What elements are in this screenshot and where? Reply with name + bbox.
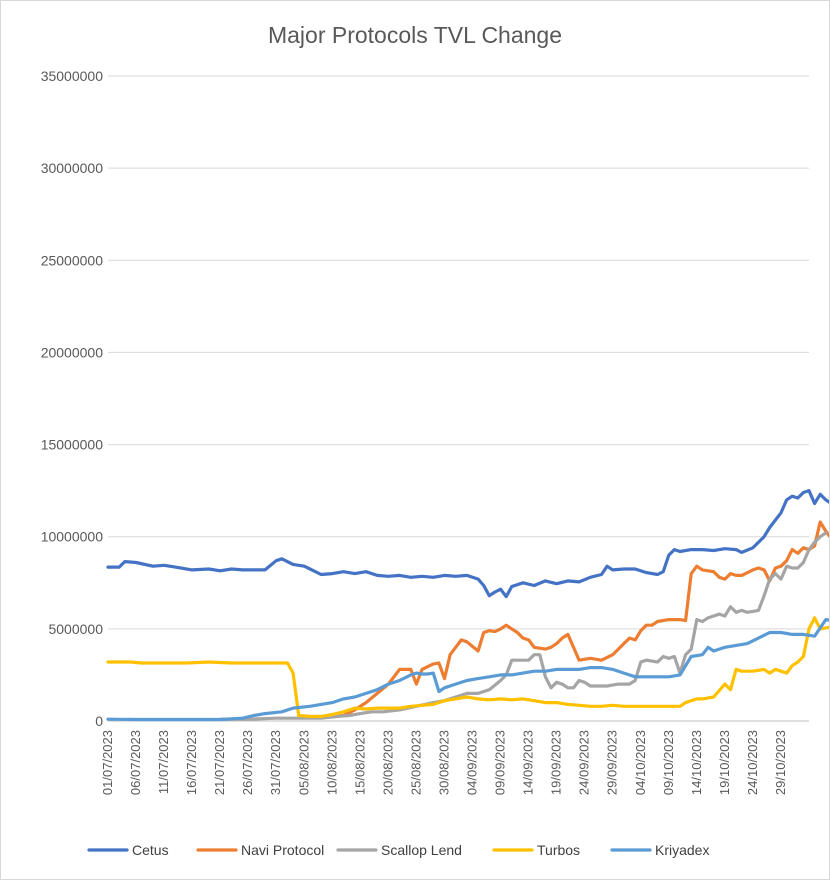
x-tick-label: 09/10/2023 — [661, 730, 676, 795]
x-tick-label: 25/08/2023 — [408, 730, 423, 795]
x-axis: 01/07/2023 06/07/2023 11/07/2023 16/07/2023… — [100, 720, 809, 795]
y-tick-label: 10000000 — [41, 529, 104, 545]
y-tick-label: 25000000 — [41, 252, 104, 268]
y-tick-label: 0 — [95, 713, 103, 729]
x-tick-label: 04/09/2023 — [465, 730, 480, 795]
series-line-cetus — [106, 489, 829, 599]
x-tick-label: 26/07/2023 — [240, 730, 255, 795]
x-tick-label: 21/07/2023 — [212, 730, 227, 795]
x-tick-label: 30/08/2023 — [436, 730, 451, 795]
legend-label-cetus: Cetus — [132, 842, 169, 858]
y-tick-label: 15000000 — [41, 437, 104, 453]
x-tick-label: 24/09/2023 — [577, 730, 592, 795]
y-tick-label: 35000000 — [41, 68, 104, 84]
chart-title: Major Protocols TVL Change — [268, 22, 562, 48]
x-tick-label: 09/09/2023 — [493, 730, 508, 795]
x-tick-label: 14/09/2023 — [521, 730, 536, 795]
x-tick-label: 11/07/2023 — [156, 730, 171, 794]
series-line-kriyadex — [106, 618, 829, 722]
x-tick-label: 01/07/2023 — [100, 730, 115, 795]
x-tick-label: 29/09/2023 — [605, 730, 620, 795]
x-tick-label: 10/08/2023 — [324, 730, 339, 795]
y-tick-label: 20000000 — [41, 344, 104, 360]
x-tick-label: 31/07/2023 — [268, 730, 283, 795]
series-lines — [106, 489, 829, 722]
x-tick-label: 20/08/2023 — [380, 730, 395, 795]
x-tick-label: 14/10/2023 — [689, 730, 704, 795]
y-axis: 0 5000000 10000000 15000000 20000000 25000000… — [41, 68, 104, 729]
x-tick-label: 24/10/2023 — [745, 730, 760, 795]
series-line-turbos — [106, 616, 829, 718]
legend-label-turbos: Turbos — [537, 842, 580, 858]
x-tick-label: 29/10/2023 — [773, 730, 788, 795]
x-tick-label: 05/08/2023 — [296, 730, 311, 795]
x-tick-label: 16/07/2023 — [184, 730, 199, 795]
series-line-navi-protocol — [325, 520, 829, 719]
x-tick-label: 06/07/2023 — [128, 730, 143, 795]
legend-label-navi-protocol: Navi Protocol — [241, 842, 324, 858]
gridlines — [108, 75, 809, 722]
x-tick-label: 19/10/2023 — [717, 730, 732, 795]
x-tick-label: 15/08/2023 — [352, 730, 367, 795]
x-tick-label: 19/09/2023 — [549, 730, 564, 795]
x-tick-label: 04/10/2023 — [633, 730, 648, 795]
legend-label-kriyadex: Kriyadex — [655, 842, 709, 858]
y-tick-label: 5000000 — [48, 621, 103, 637]
legend: Cetus Navi Protocol Scallop Lend Turbos Kriy… — [87, 842, 709, 858]
legend-label-scallop-lend: Scallop Lend — [381, 842, 462, 858]
y-tick-label: 30000000 — [41, 160, 104, 176]
series-line-scallop-lend — [218, 531, 828, 721]
